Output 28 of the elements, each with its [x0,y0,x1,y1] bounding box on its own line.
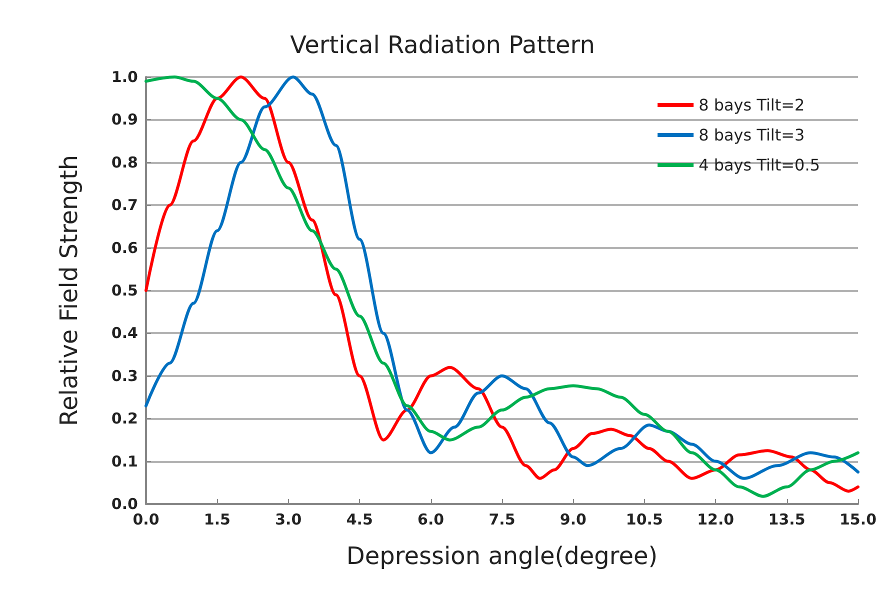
legend-label: 8 bays Tilt=2 [698,96,805,114]
y-tick-label: 0.4 [111,324,138,342]
x-axis-title: Depression angle(degree) [346,542,658,570]
y-tick-label: 1.0 [111,68,138,86]
x-tick-label: 1.5 [204,510,230,528]
x-tick-label: 0.0 [132,510,160,528]
x-tick-label: 15.0 [839,510,877,528]
legend-label: 4 bays Tilt=0.5 [698,156,820,174]
y-tick-label: 0.5 [111,282,138,300]
x-tick-label: 12.0 [697,510,734,528]
chart-title: Vertical Radiation Pattern [290,31,595,59]
x-tick-label: 13.5 [768,510,806,528]
x-tick-label: 9.0 [560,510,586,528]
y-tick-label: 0.0 [111,495,138,513]
x-tick-label: 6.0 [418,510,444,528]
y-tick-label: 0.6 [111,238,138,257]
y-tick-label: 0.8 [111,153,138,172]
y-tick-label: 0.7 [111,196,138,214]
x-tick-label: 10.5 [626,510,663,528]
legend-label: 8 bays Tilt=3 [698,126,805,144]
y-tick-label: 0.9 [111,110,138,129]
x-tick-label: 4.5 [346,510,373,528]
y-axis-title: Relative Field Strength [55,154,83,426]
x-tick-label: 3.0 [275,510,302,528]
x-tick-label: 7.5 [488,510,516,528]
y-tick-label: 0.2 [111,410,138,428]
y-tick-label: 0.3 [111,366,138,385]
y-tick-label: 0.1 [111,452,138,470]
